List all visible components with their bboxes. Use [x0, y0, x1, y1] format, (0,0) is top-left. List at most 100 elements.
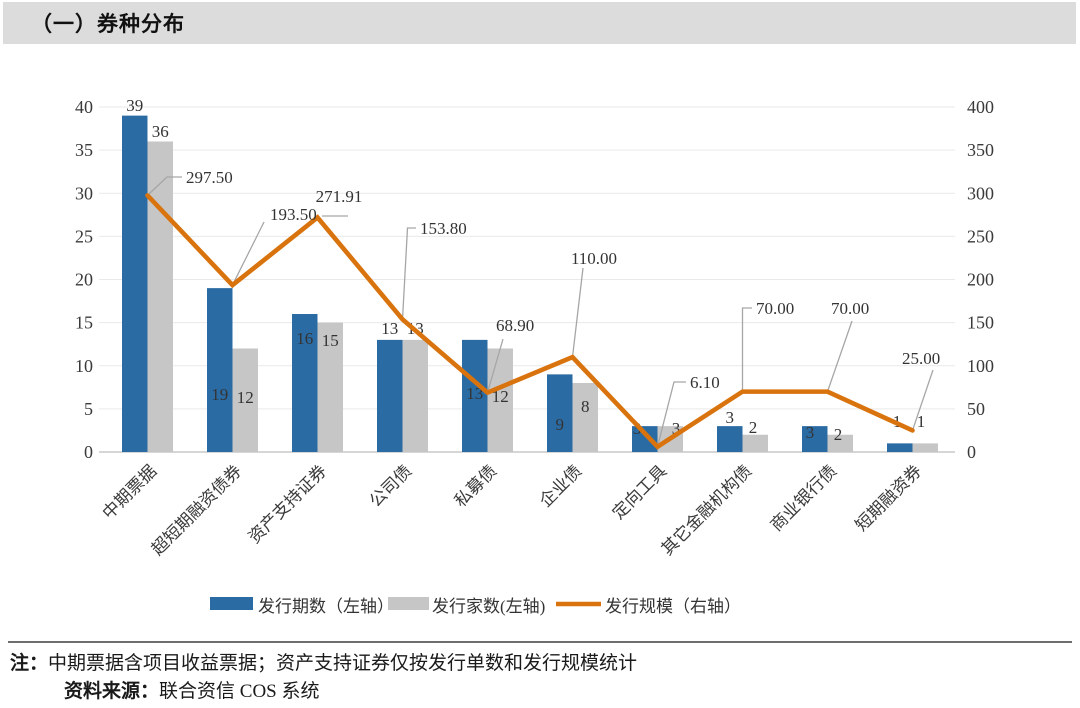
- bar-issuer-count: [742, 434, 768, 452]
- category-label: 超短期融资债券: [148, 461, 246, 559]
- section-title-bar: （一）券种分布: [3, 2, 1076, 44]
- label-leader-line: [826, 320, 853, 392]
- bar-issuer-count: [572, 383, 598, 452]
- bar-value-label: 2: [749, 418, 758, 437]
- right-axis-tick: 250: [967, 226, 994, 246]
- right-axis-tick: 150: [967, 313, 994, 333]
- bar-issue-count: [717, 426, 743, 452]
- left-axis-tick: 0: [84, 442, 93, 462]
- left-axis-tick: 25: [75, 226, 93, 246]
- category-label: 商业银行债: [767, 461, 841, 535]
- legend-swatch-issue-count: [210, 597, 253, 610]
- legend-label-issuance-scale: 发行规模（右轴）: [605, 597, 741, 616]
- left-axis-tick: 10: [75, 356, 93, 376]
- bond-type-distribution-chart: 0 0 5 50 10 100 15 150 20 200 25 250 30 300 35 350 40 400…: [75, 96, 994, 616]
- line-value-label: 25.00: [902, 349, 940, 368]
- bar-issue-count: [802, 426, 828, 452]
- label-leader-line: [656, 381, 686, 447]
- category-label: 中期票据: [99, 461, 161, 523]
- right-axis-tick: 400: [967, 97, 994, 117]
- bar-issue-count: [207, 288, 233, 452]
- source-prefix: 资料来源：: [64, 681, 160, 702]
- bar-issuer-count: [487, 348, 513, 452]
- right-axis-tick: 100: [967, 356, 994, 376]
- bar-value-label: 3: [806, 423, 815, 442]
- left-axis-tick: 20: [75, 270, 93, 290]
- bar-value-label: 12: [237, 388, 254, 407]
- bar-issue-count: [462, 339, 488, 452]
- bar-issue-count: [547, 374, 573, 452]
- category-label: 私募债: [451, 461, 500, 510]
- left-axis-tick: 15: [75, 313, 93, 333]
- legend-label-issuer-count: 发行家数(左轴): [432, 597, 545, 616]
- line-value-label: 193.50: [270, 205, 317, 224]
- bar-value-label: 39: [126, 96, 143, 115]
- label-leader-line: [741, 307, 752, 392]
- section-title: （一）券种分布: [31, 12, 185, 36]
- bar-issuer-count: [912, 443, 938, 452]
- legend-swatch-issuer-count: [388, 597, 429, 610]
- footnote-block: 注：中期票据含项目收益票据；资产支持证券仅按发行单数和发行规模统计 资料来源：联…: [10, 650, 1070, 706]
- label-leader-line: [571, 267, 584, 358]
- bar-issuer-count: [827, 434, 853, 452]
- left-axis-tick: 40: [75, 97, 93, 117]
- bar-issue-count: [377, 339, 403, 452]
- issuance-scale-line: [145, 193, 915, 450]
- bar-issuer-count: [147, 141, 173, 452]
- category-label: 其它金融机构债: [658, 461, 756, 559]
- label-leader-line: [401, 227, 416, 320]
- right-axis-tick: 300: [967, 183, 994, 203]
- label-leader-line: [231, 221, 265, 286]
- category-label: 短期融资券: [852, 461, 926, 535]
- line-value-label: 297.50: [186, 168, 233, 187]
- source-line: 资料来源：联合资信 COS 系统: [64, 678, 1070, 706]
- category-label: 企业债: [536, 461, 585, 510]
- line-value-label: 271.91: [316, 187, 363, 206]
- bar-value-label: 1: [917, 412, 926, 431]
- source-text: 联合资信 COS 系统: [159, 681, 320, 702]
- bar-value-label: 8: [581, 397, 590, 416]
- category-label: 资产支持证券: [245, 461, 331, 547]
- bar-value-label: 13: [381, 319, 398, 338]
- line-value-label: 68.90: [496, 316, 534, 335]
- bar-value-label: 9: [556, 415, 565, 434]
- label-leader-line: [911, 369, 934, 431]
- bar-issuer-count: [317, 322, 343, 452]
- bar-issue-count: [292, 314, 318, 452]
- bar-issuer-count: [232, 348, 258, 452]
- bar-issue-count: [122, 115, 148, 452]
- bar-value-label: 36: [152, 122, 169, 141]
- bar-issue-count: [887, 443, 913, 452]
- line-value-label: 6.10: [690, 373, 720, 392]
- line-value-label: 153.80: [420, 219, 467, 238]
- footer-divider: [8, 641, 1072, 643]
- bar-value-label: 12: [492, 387, 509, 406]
- left-axis-tick: 5: [84, 399, 93, 419]
- bar-value-label: 2: [834, 425, 843, 444]
- label-leader-line: [147, 176, 182, 196]
- bar-value-label: 15: [322, 331, 339, 350]
- note-text: 中期票据含项目收益票据；资产支持证券仅按发行单数和发行规模统计: [48, 653, 638, 674]
- bar-value-label: 3: [633, 419, 642, 438]
- right-axis-tick: 200: [967, 270, 994, 290]
- bar-value-label: 19: [211, 385, 228, 404]
- category-label: 定向工具: [609, 461, 671, 523]
- line-value-label: 70.00: [756, 299, 794, 318]
- footnote-line: 注：中期票据含项目收益票据；资产支持证券仅按发行单数和发行规模统计: [10, 650, 1070, 678]
- bar-value-label: 16: [296, 329, 313, 348]
- legend-label-issue-count: 发行期数（左轴）: [258, 597, 394, 616]
- bar-issuer-count: [402, 339, 428, 452]
- left-axis-tick: 35: [75, 140, 93, 160]
- note-prefix: 注：: [10, 653, 49, 674]
- category-label: 公司债: [366, 461, 415, 510]
- left-axis-tick: 30: [75, 183, 93, 203]
- bar-value-label: 3: [726, 408, 735, 427]
- bar-value-label: 3: [672, 419, 681, 438]
- line-value-label: 110.00: [571, 249, 617, 268]
- right-axis-tick: 50: [967, 399, 985, 419]
- line-value-label: 70.00: [831, 299, 869, 318]
- right-axis-tick: 0: [967, 442, 976, 462]
- bar-value-label: 13: [466, 384, 483, 403]
- right-axis-tick: 350: [967, 140, 994, 160]
